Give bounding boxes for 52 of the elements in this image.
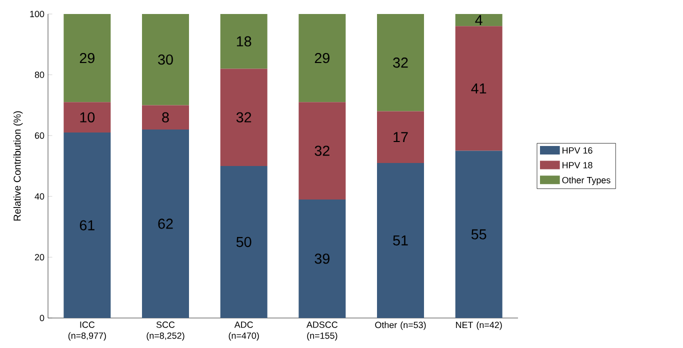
- x-tick-label: Other (n=53): [375, 322, 426, 330]
- data-label: 18: [236, 36, 252, 46]
- legend-label: HPV 16: [562, 147, 592, 154]
- x-tick-label: ADSCC (n=155): [306, 322, 338, 341]
- data-label: 29: [80, 53, 94, 64]
- data-label: 39: [314, 254, 330, 264]
- data-label: 32: [393, 58, 408, 68]
- bar: [377, 162, 424, 318]
- x-tick-label: ICC (n=8,977): [68, 322, 106, 341]
- bar: [298, 102, 346, 200]
- bar: [298, 199, 346, 318]
- data-label: 55: [471, 229, 486, 240]
- y-tick-label: 0: [40, 314, 44, 322]
- data-label: 10: [80, 112, 95, 122]
- data-label: 8: [162, 112, 169, 122]
- bar: [64, 14, 111, 102]
- bar: [455, 26, 502, 151]
- data-label: 51: [393, 235, 408, 246]
- x-tick-label: NET (n=42): [456, 322, 502, 330]
- y-tick-label: 20: [34, 254, 44, 260]
- data-label: 41: [471, 84, 486, 94]
- bar: [220, 14, 268, 69]
- data-label: 17: [394, 132, 408, 142]
- bar: [455, 14, 502, 26]
- bar: [220, 166, 268, 318]
- data-label: 61: [80, 220, 94, 230]
- bar: [455, 150, 502, 318]
- data-label: 62: [158, 218, 173, 229]
- data-label: 32: [236, 112, 252, 122]
- bar: [220, 68, 268, 166]
- y-axis-title: Relative Contribution (%): [13, 111, 23, 221]
- bar: [142, 14, 189, 106]
- legend-label: HPV 18: [562, 162, 592, 168]
- y-tick-label: 40: [34, 193, 44, 200]
- bar: [64, 102, 111, 133]
- legend-label: Other Types: [562, 176, 610, 186]
- data-label: 32: [314, 146, 330, 156]
- bar: [298, 14, 346, 102]
- data-label: 30: [158, 54, 173, 65]
- y-tick-label: 60: [34, 132, 44, 139]
- x-tick-label: ADC (n=470): [228, 322, 259, 341]
- bar: [64, 132, 111, 318]
- data-label: 29: [314, 53, 330, 64]
- y-tick-label: 80: [34, 72, 44, 78]
- data-label: 4: [475, 15, 482, 26]
- bar: [142, 130, 189, 318]
- bar: [377, 14, 424, 112]
- x-tick-label: SCC (n=8,252): [146, 322, 184, 341]
- bar: [377, 111, 424, 163]
- bar: [142, 105, 189, 130]
- y-tick-label: 100: [30, 10, 44, 18]
- data-label: 50: [236, 236, 252, 248]
